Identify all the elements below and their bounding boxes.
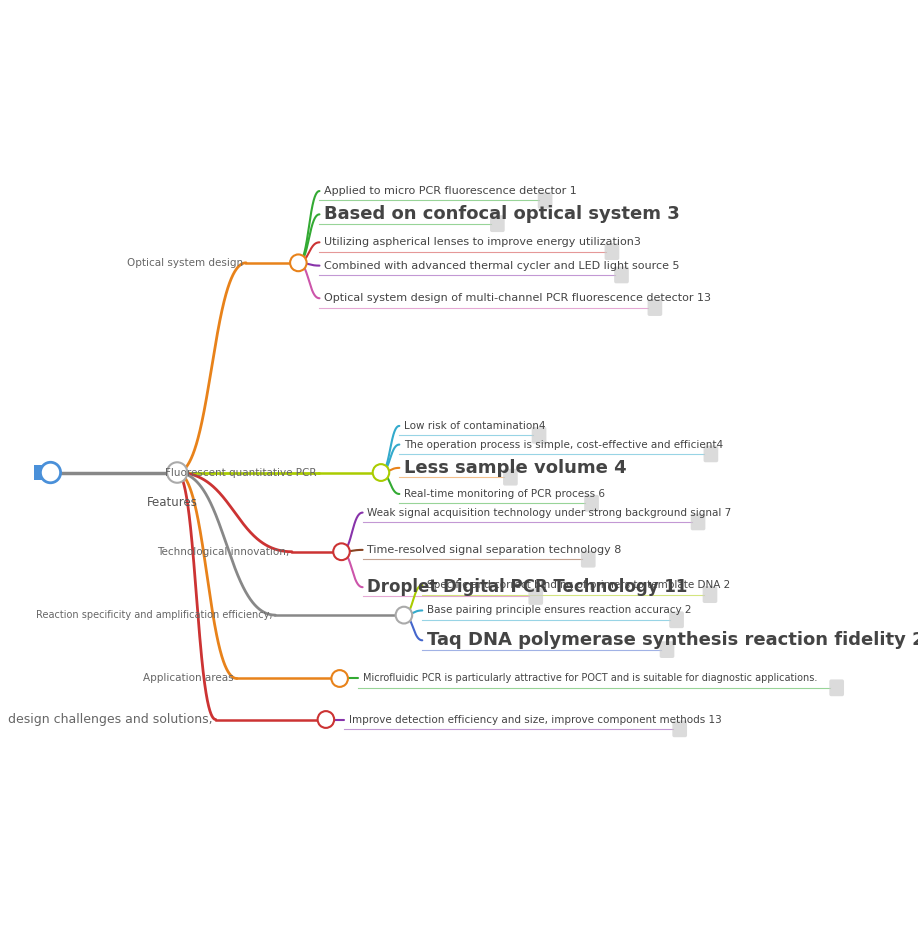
Text: Reaction specificity and amplification efficiency,: Reaction specificity and amplification e… — [36, 610, 273, 620]
Text: Time-resolved signal separation technology 8: Time-resolved signal separation technolo… — [367, 545, 621, 555]
FancyBboxPatch shape — [538, 192, 553, 209]
FancyBboxPatch shape — [647, 299, 662, 316]
FancyBboxPatch shape — [529, 588, 543, 605]
Text: Optical system design: Optical system design — [128, 258, 243, 267]
FancyBboxPatch shape — [490, 215, 505, 232]
Text: Applied to micro PCR fluorescence detector 1: Applied to micro PCR fluorescence detect… — [324, 186, 577, 196]
FancyBboxPatch shape — [660, 641, 675, 658]
Text: Application areas: Application areas — [143, 674, 234, 683]
Text: Low risk of contamination4: Low risk of contamination4 — [404, 421, 545, 431]
Text: Combined with advanced thermal cycler and LED light source 5: Combined with advanced thermal cycler an… — [324, 261, 679, 270]
Circle shape — [290, 254, 307, 271]
Text: Fluorescent quantitative PCR: Fluorescent quantitative PCR — [165, 468, 317, 477]
Circle shape — [40, 462, 61, 483]
FancyBboxPatch shape — [702, 586, 717, 603]
Text: Improve detection efficiency and size, improve component methods 13: Improve detection efficiency and size, i… — [349, 715, 722, 724]
Text: Taq DNA polymerase synthesis reaction fidelity 2: Taq DNA polymerase synthesis reaction fi… — [427, 631, 918, 650]
Text: Droplet Digital PCR Technology 11: Droplet Digital PCR Technology 11 — [367, 578, 688, 596]
FancyBboxPatch shape — [34, 465, 50, 480]
FancyBboxPatch shape — [503, 469, 518, 486]
FancyBboxPatch shape — [605, 243, 620, 260]
Text: design challenges and solutions,: design challenges and solutions, — [8, 713, 213, 726]
FancyBboxPatch shape — [703, 445, 718, 462]
Text: The operation process is simple, cost-effective and efficient4: The operation process is simple, cost-ef… — [404, 440, 723, 449]
Circle shape — [396, 607, 412, 624]
Circle shape — [373, 464, 389, 481]
Text: Specific and correct binding of primers to template DNA 2: Specific and correct binding of primers … — [427, 581, 730, 590]
Circle shape — [331, 670, 348, 687]
Text: Microfluidic PCR is particularly attractive for POCT and is suitable for diagnos: Microfluidic PCR is particularly attract… — [363, 674, 817, 683]
Text: Base pairing principle ensures reaction accuracy 2: Base pairing principle ensures reaction … — [427, 606, 691, 615]
Text: Features: Features — [147, 496, 198, 509]
Text: Optical system design of multi-channel PCR fluorescence detector 13: Optical system design of multi-channel P… — [324, 294, 711, 303]
Circle shape — [318, 711, 334, 728]
FancyBboxPatch shape — [614, 267, 629, 283]
Text: Less sample volume 4: Less sample volume 4 — [404, 459, 627, 477]
Circle shape — [333, 543, 350, 560]
Text: Real-time monitoring of PCR process 6: Real-time monitoring of PCR process 6 — [404, 489, 605, 499]
FancyBboxPatch shape — [690, 514, 705, 530]
FancyBboxPatch shape — [669, 611, 684, 628]
FancyBboxPatch shape — [581, 551, 596, 568]
FancyBboxPatch shape — [829, 679, 844, 696]
FancyBboxPatch shape — [532, 427, 546, 444]
Text: Technological innovation,: Technological innovation, — [157, 547, 289, 556]
FancyBboxPatch shape — [672, 720, 687, 737]
Text: Utilizing aspherical lenses to improve energy utilization3: Utilizing aspherical lenses to improve e… — [324, 238, 641, 247]
Text: Based on confocal optical system 3: Based on confocal optical system 3 — [324, 205, 680, 224]
Text: Weak signal acquisition technology under strong background signal 7: Weak signal acquisition technology under… — [367, 508, 732, 517]
FancyBboxPatch shape — [584, 495, 599, 512]
Circle shape — [167, 462, 187, 483]
